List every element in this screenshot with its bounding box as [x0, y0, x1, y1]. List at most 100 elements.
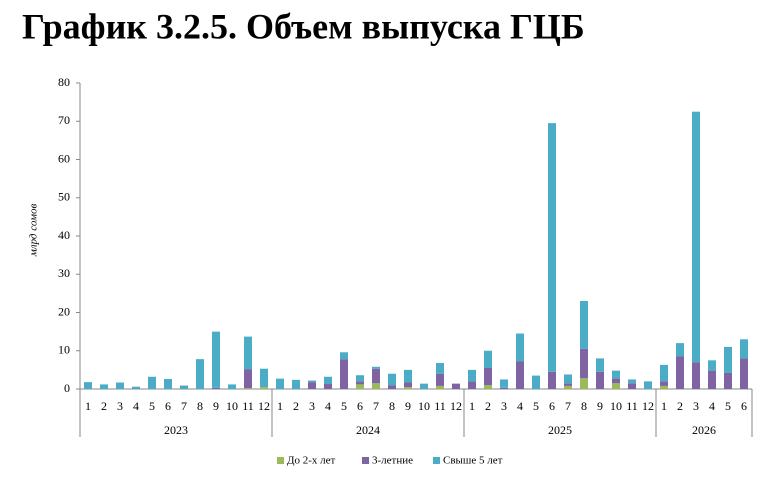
x-tick-label: 10	[418, 399, 430, 413]
bar-segment	[692, 111, 700, 363]
bar-segment	[148, 376, 156, 389]
bar-segment	[724, 346, 732, 373]
legend-label: До 2-х лет	[287, 455, 336, 467]
y-tick-label: 0	[64, 381, 70, 395]
bar-segment	[212, 387, 220, 389]
x-tick-label: 3	[501, 399, 507, 413]
legend-swatch	[277, 457, 284, 464]
x-tick-label: 5	[341, 399, 347, 413]
bar-segment	[404, 369, 412, 383]
y-tick-label: 50	[58, 190, 70, 204]
x-tick-label: 1	[85, 399, 91, 413]
bar-segment	[276, 378, 284, 389]
bar-segment	[244, 388, 252, 389]
x-tick-label: 6	[741, 399, 747, 413]
bar-segment	[660, 381, 668, 386]
x-tick-label: 3	[117, 399, 123, 413]
bar-segment	[676, 343, 684, 357]
bar-segment	[356, 384, 364, 389]
bar-segment	[660, 385, 668, 389]
bar-segment	[500, 379, 508, 388]
legend-swatch	[433, 457, 440, 464]
bar-segment	[484, 385, 492, 389]
bar-segment	[548, 123, 556, 372]
bar-segment	[196, 359, 204, 389]
bar-segment	[660, 364, 668, 382]
y-tick-label: 70	[58, 113, 70, 127]
bar-segment	[324, 384, 332, 389]
bar-segment	[612, 370, 620, 379]
legend-label: 3-летние	[372, 455, 413, 467]
x-tick-label: 10	[610, 399, 622, 413]
y-tick-label: 80	[58, 75, 70, 89]
bar-segment	[452, 383, 460, 389]
bar-segment	[548, 371, 556, 389]
x-tick-label: 2	[485, 399, 491, 413]
y-tick-label: 10	[58, 343, 70, 357]
y-tick-label: 40	[58, 228, 70, 242]
bar-segment	[340, 359, 348, 389]
bar-segment	[228, 384, 236, 389]
x-tick-label: 1	[277, 399, 283, 413]
bar-segment	[260, 368, 268, 388]
bar-segment	[244, 336, 252, 370]
bar-segment	[468, 369, 476, 382]
y-tick-label: 20	[58, 304, 70, 318]
bar-segment	[436, 385, 444, 389]
bar-segment	[484, 350, 492, 368]
x-tick-label: 1	[469, 399, 475, 413]
bar-segment	[388, 373, 396, 386]
bar-segment	[308, 382, 316, 389]
bar-segment	[260, 387, 268, 389]
bar-segment	[404, 387, 412, 389]
bar-segment	[116, 382, 124, 389]
bar-segment	[564, 385, 572, 389]
legend-swatch	[362, 457, 369, 464]
bar-segment	[180, 385, 188, 389]
bar-segment	[708, 360, 716, 371]
bar-segment	[292, 379, 300, 389]
bar-segment	[404, 382, 412, 388]
x-tick-label: 11	[626, 399, 638, 413]
x-tick-label: 6	[357, 399, 363, 413]
x-tick-label: 8	[581, 399, 587, 413]
x-tick-label: 10	[226, 399, 238, 413]
x-tick-label: 5	[533, 399, 539, 413]
bar-segment	[740, 339, 748, 359]
x-tick-label: 6	[165, 399, 171, 413]
bar-segment	[532, 375, 540, 389]
bar-segment	[596, 371, 604, 389]
x-tick-label: 1	[661, 399, 667, 413]
x-tick-label: 7	[565, 399, 571, 413]
bar-segment	[356, 375, 364, 382]
bar-segment	[324, 376, 332, 385]
bar-segment	[516, 361, 524, 389]
legend-label: Свыше 5 лет	[443, 455, 503, 467]
x-tick-label: 4	[517, 399, 523, 413]
x-tick-label: 4	[709, 399, 715, 413]
bar-segment	[708, 370, 716, 389]
bar-segment	[580, 301, 588, 349]
x-tick-label: 11	[242, 399, 254, 413]
bar-segment	[676, 356, 684, 389]
bar-segment	[628, 383, 636, 389]
x-tick-label: 7	[373, 399, 379, 413]
x-tick-label: 4	[133, 399, 139, 413]
x-tick-label: 5	[725, 399, 731, 413]
x-tick-label: 8	[197, 399, 203, 413]
bar-segment	[580, 378, 588, 389]
x-tick-label: 12	[450, 399, 462, 413]
bar-segment	[644, 381, 652, 389]
bar-segment	[612, 383, 620, 389]
group-label: 2024	[356, 423, 380, 437]
x-tick-label: 9	[213, 399, 219, 413]
bar-segment	[516, 333, 524, 362]
bar-segment	[420, 383, 428, 389]
y-axis-label: млрд сомов	[28, 204, 40, 258]
x-tick-label: 6	[549, 399, 555, 413]
x-tick-label: 12	[258, 399, 270, 413]
bar-segment	[596, 358, 604, 372]
x-tick-label: 3	[309, 399, 315, 413]
bar-segment	[580, 348, 588, 379]
bar-segment	[612, 378, 620, 384]
